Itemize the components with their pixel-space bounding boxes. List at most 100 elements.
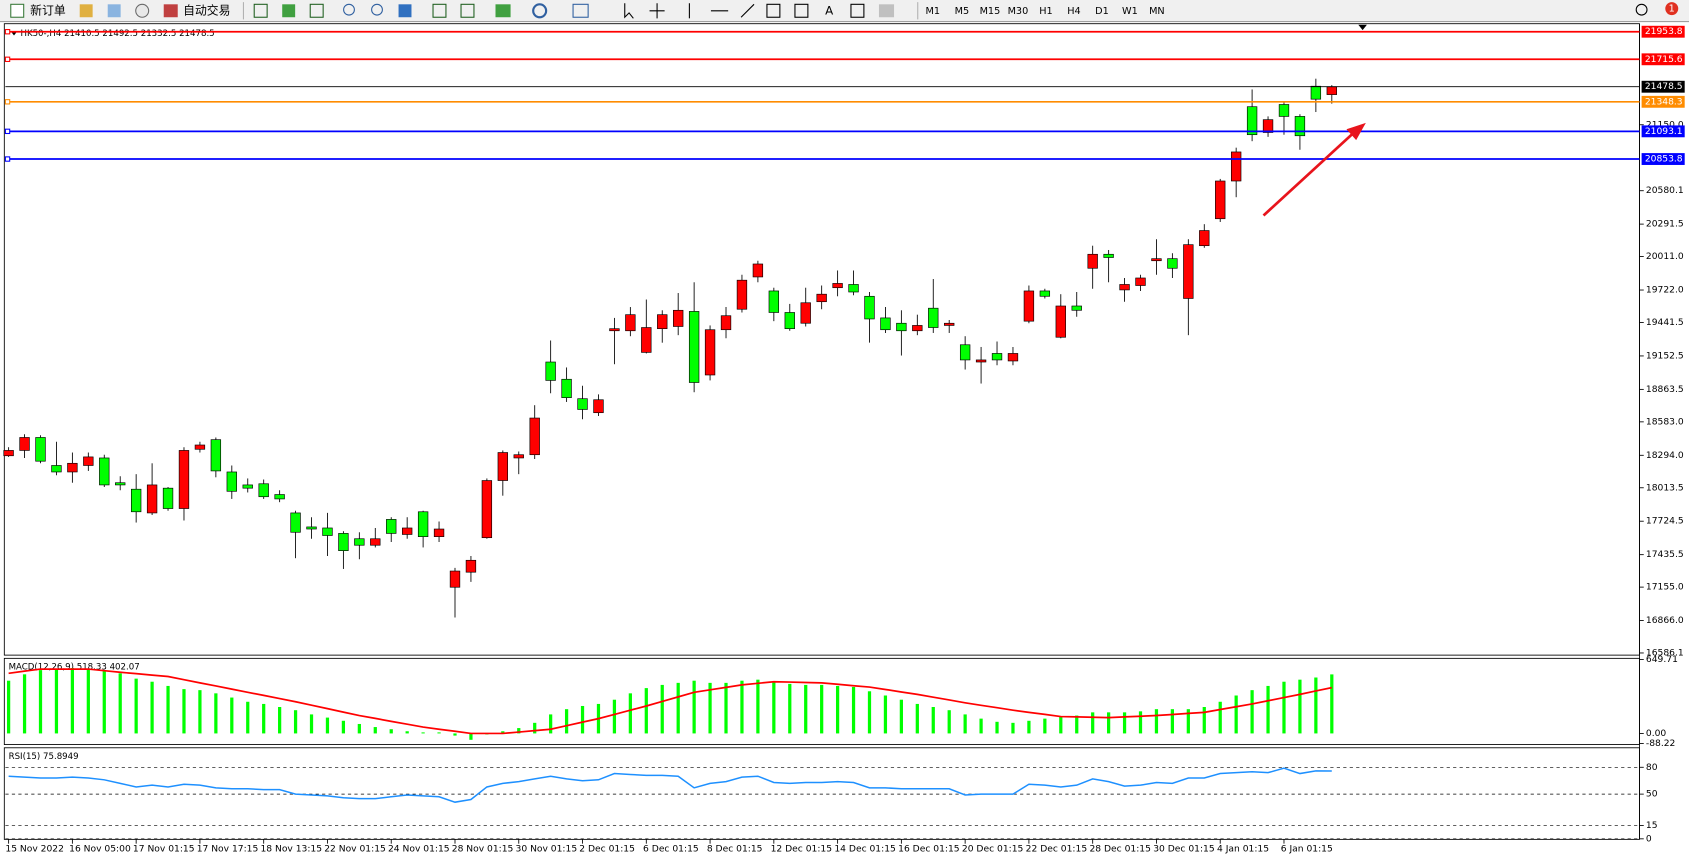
x-tick-label: 20 Dec 01:15 — [962, 845, 1024, 855]
y-tick-label: 19441.5 — [1646, 318, 1684, 328]
new-order-label[interactable]: 新订单 — [30, 3, 66, 17]
candle-body — [19, 437, 30, 451]
auto-trading-button[interactable]: 自动交易 — [163, 3, 231, 17]
macd-bar — [533, 722, 537, 734]
main-header: HK50-,H4 21410.5 21492.5 21332.5 21478.5 — [20, 29, 214, 39]
candle-body — [162, 487, 174, 509]
tool-icon[interactable] — [460, 3, 475, 18]
candle-body — [991, 353, 1003, 361]
y-tick-label: 20291.5 — [1646, 220, 1684, 230]
tool-icon[interactable] — [135, 3, 150, 18]
chart-shift-marker — [1358, 24, 1367, 31]
macd-bar — [708, 682, 712, 734]
tool-icon[interactable] — [850, 3, 865, 18]
zoom-in[interactable] — [343, 3, 355, 16]
candle-body — [194, 444, 206, 450]
tool-icon[interactable] — [532, 3, 548, 19]
tool-icon[interactable] — [282, 4, 296, 18]
tool-icon[interactable] — [398, 4, 412, 18]
candle-body — [449, 570, 461, 588]
macd-bar — [1314, 677, 1318, 734]
tool-icon[interactable] — [572, 3, 589, 18]
cursor-tool[interactable] — [624, 3, 634, 19]
candle-body — [1183, 244, 1194, 299]
candle-body — [768, 290, 780, 313]
x-tick-label: 2 Dec 01:15 — [579, 845, 635, 855]
macd-bar — [788, 683, 792, 734]
macd-bar — [979, 718, 983, 734]
y-tick-label: 18013.5 — [1646, 483, 1684, 493]
macd-bar — [899, 699, 903, 734]
x-tick-label: 6 Jan 01:15 — [1281, 845, 1333, 855]
macd-bar — [469, 733, 473, 740]
candle-body — [529, 417, 540, 456]
y-tick-label: 649.71 — [1646, 655, 1678, 665]
macd-bar — [373, 727, 377, 734]
period-button[interactable]: H1 — [1039, 6, 1052, 17]
macd-bar — [1011, 722, 1015, 734]
trendline-tool[interactable] — [740, 3, 755, 18]
period-button[interactable]: D1 — [1095, 6, 1109, 17]
auto-trading-label[interactable]: 自动交易 — [183, 3, 230, 17]
y-tick-label: 17724.5 — [1646, 517, 1684, 527]
candle-body — [306, 526, 317, 530]
candle-body — [848, 284, 859, 293]
period-button[interactable]: M5 — [955, 6, 970, 17]
candle-body — [386, 519, 397, 534]
macd-bar — [166, 685, 170, 734]
tool-icon[interactable] — [79, 4, 93, 18]
period-button[interactable]: M15 — [980, 6, 1001, 17]
macd-bar — [453, 733, 457, 736]
level-label: 21715.6 — [1645, 55, 1683, 65]
macd-bar — [278, 707, 282, 734]
candle-body — [178, 450, 190, 509]
x-tick-label: 17 Nov 17:15 — [197, 845, 259, 855]
y-tick-label: -88.22 — [1646, 739, 1675, 749]
text-tool[interactable]: A — [825, 3, 833, 17]
candle-body — [1215, 180, 1226, 220]
tool-icon[interactable] — [794, 3, 809, 18]
candle-body — [736, 279, 748, 310]
period-button[interactable]: M1 — [926, 6, 941, 17]
macd-bar — [1202, 707, 1206, 734]
candle-body — [1262, 119, 1274, 133]
macd-bar — [549, 714, 553, 734]
search-icon[interactable] — [1635, 3, 1648, 16]
macd-bar — [182, 689, 186, 734]
main-pane — [3, 23, 1640, 656]
macd-bar — [1218, 701, 1222, 734]
macd-bar — [644, 688, 648, 734]
plot-layer: 16586.1 16866.0 17155.0 17435.5 17724.5 18013… — [3, 23, 1685, 855]
zoom-out[interactable] — [371, 3, 383, 16]
x-tick-label: 16 Dec 01:15 — [898, 845, 960, 855]
candle-body — [577, 398, 588, 410]
x-tick-label: 22 Nov 01:15 — [324, 845, 386, 855]
macd-bar — [501, 731, 505, 734]
notification-badge[interactable] — [1665, 2, 1679, 16]
macd-bar — [724, 682, 728, 734]
level-handle — [4, 29, 11, 35]
candle-body — [258, 483, 269, 498]
x-tick-label: 14 Dec 01:15 — [834, 845, 896, 855]
new-order-button[interactable]: 新订单 — [10, 3, 66, 18]
crosshair-tool[interactable] — [649, 3, 665, 19]
candle-body — [657, 314, 668, 330]
candle-body — [290, 512, 301, 533]
y-tick-label: 0.00 — [1646, 729, 1667, 739]
tool-icon[interactable] — [309, 3, 324, 18]
candle-body — [545, 361, 556, 381]
tool-icon[interactable] — [107, 4, 121, 18]
tool-icon[interactable] — [495, 4, 511, 18]
tool-icon[interactable] — [432, 3, 447, 18]
period-button[interactable]: M30 — [1008, 6, 1029, 17]
period-button[interactable]: W1 — [1122, 6, 1138, 17]
candle-body — [1199, 230, 1210, 247]
tool-icon[interactable] — [253, 3, 268, 18]
period-button[interactable]: H4 — [1067, 6, 1080, 17]
period-button[interactable]: MN — [1149, 6, 1165, 17]
tool-icon[interactable] — [878, 4, 895, 18]
tool-icon[interactable] — [766, 3, 781, 18]
level-label-bg — [1641, 53, 1685, 66]
level-handle — [4, 156, 11, 162]
